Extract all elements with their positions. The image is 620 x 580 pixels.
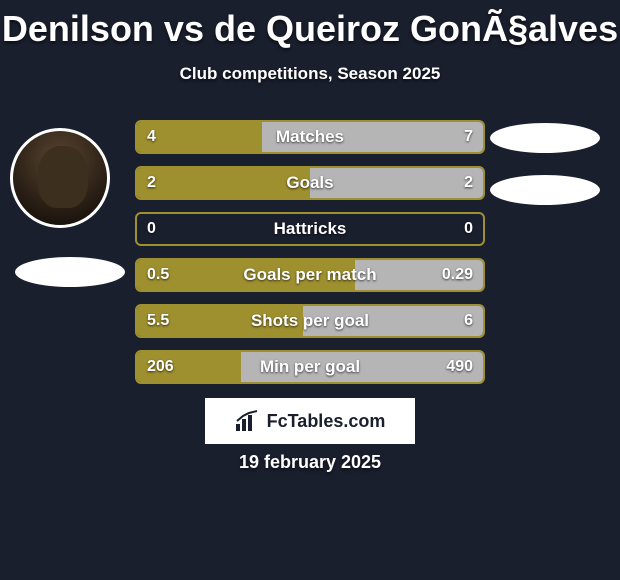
- player1-avatar: [10, 128, 110, 228]
- stat-label: Goals: [137, 168, 483, 198]
- stats-table: 47Matches 22Goals 00Hattricks 0.50.29Goals …: [135, 120, 485, 396]
- stat-label: Shots per goal: [137, 306, 483, 336]
- stat-row: 47Matches: [135, 120, 485, 154]
- page-title: Denilson vs de Queiroz GonÃ§alves: [0, 0, 620, 50]
- stat-label: Min per goal: [137, 352, 483, 382]
- stat-label: Hattricks: [137, 214, 483, 244]
- player1-name-oval: [15, 257, 125, 287]
- stat-row: 00Hattricks: [135, 212, 485, 246]
- date-label: 19 february 2025: [0, 452, 620, 473]
- stat-row: 5.56Shots per goal: [135, 304, 485, 338]
- brand-badge: FcTables.com: [205, 398, 415, 444]
- stat-row: 22Goals: [135, 166, 485, 200]
- player2-name-oval-2: [490, 175, 600, 205]
- brand-text: FcTables.com: [267, 411, 386, 432]
- stat-row: 206490Min per goal: [135, 350, 485, 384]
- player2-name-oval-1: [490, 123, 600, 153]
- brand-icon: [235, 410, 261, 432]
- subtitle: Club competitions, Season 2025: [0, 64, 620, 84]
- stat-row: 0.50.29Goals per match: [135, 258, 485, 292]
- avatar-face-shape: [38, 146, 88, 208]
- stat-label: Matches: [137, 122, 483, 152]
- stat-label: Goals per match: [137, 260, 483, 290]
